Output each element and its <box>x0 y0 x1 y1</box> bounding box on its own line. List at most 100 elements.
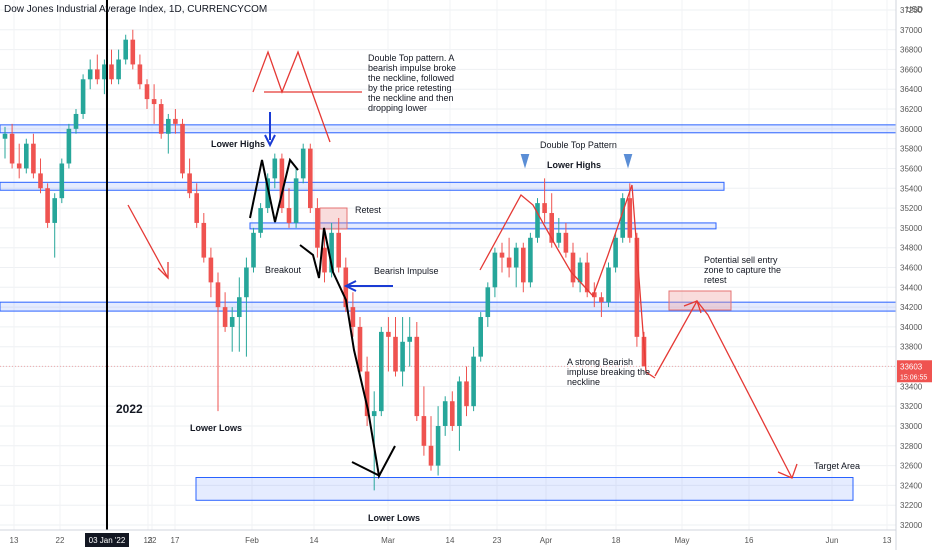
candle-body <box>31 143 36 174</box>
double-top-note-line: the neckline and then <box>368 93 454 103</box>
y-tick-label: 35200 <box>900 204 923 213</box>
candle-body <box>38 173 43 189</box>
year-label: 2022 <box>116 402 143 416</box>
target-area-label: Target Area <box>814 461 860 471</box>
candle-body <box>265 178 270 209</box>
candle-body <box>357 326 363 372</box>
candle-body <box>506 257 512 268</box>
double-top-sketch <box>252 50 331 143</box>
x-tick-label: 13 <box>144 536 153 545</box>
sell-zone-note-line: retest <box>704 275 727 285</box>
y-tick-label: 32200 <box>900 501 923 510</box>
x-tick-label: May <box>674 536 689 545</box>
x-tick-label: 22 <box>56 536 65 545</box>
candle-body <box>308 148 313 209</box>
candle-body <box>102 64 107 80</box>
last-price-countdown: 15:06:55 <box>900 374 927 381</box>
candle-body <box>350 307 356 327</box>
candle-body <box>166 118 171 134</box>
candle-body <box>258 208 263 233</box>
zone-retest-35000 <box>249 222 717 230</box>
crosshair-date-label: 03 Jan '22 <box>89 536 126 545</box>
zone-resistance-36000 <box>0 124 897 134</box>
candle-body <box>386 331 391 337</box>
retest-box <box>319 207 348 230</box>
candle-body <box>499 252 505 258</box>
candle-body <box>73 113 79 129</box>
x-tick-label: Jun <box>826 536 839 545</box>
candle-body <box>286 208 292 223</box>
candle-body <box>393 336 398 372</box>
y-tick-label: 36400 <box>900 85 923 94</box>
candle-body <box>478 317 483 357</box>
x-tick-label: 13 <box>10 536 19 545</box>
y-tick-label: 34600 <box>900 264 923 273</box>
candle-body <box>336 232 341 268</box>
candle-body <box>421 416 427 446</box>
candle-body <box>229 317 235 327</box>
candle-body <box>627 198 633 238</box>
zigzag-lower-highs <box>249 157 299 223</box>
bearish-impulse-label: Bearish Impulse <box>374 266 439 276</box>
candle-body <box>251 232 256 268</box>
candle-body <box>471 356 476 407</box>
candle-body <box>542 203 547 214</box>
y-tick-label: 33200 <box>900 402 923 411</box>
candle-body <box>322 247 327 273</box>
candle-body <box>606 267 611 303</box>
candles-layer <box>2 29 647 491</box>
candle-body <box>80 79 86 114</box>
x-tick-label: 18 <box>612 536 621 545</box>
candle-body <box>66 128 72 164</box>
last-price-tag <box>897 360 932 383</box>
x-tick-label: 22 <box>148 536 157 545</box>
candle-body <box>24 143 29 169</box>
candle-body <box>123 39 128 60</box>
lower-highs-left-label: Lower Highs <box>211 139 265 149</box>
candle-body <box>549 213 554 243</box>
double-top-note-line: by the price retesting <box>368 83 452 93</box>
strong-bearish-note-line: impluse breaking the <box>567 367 650 377</box>
y-tick-label: 32600 <box>900 462 923 471</box>
breakout-label: Breakout <box>265 265 302 275</box>
y-tick-label: 33800 <box>900 343 923 352</box>
down-arrow-left-head <box>157 262 169 280</box>
candle-body <box>450 401 455 426</box>
candle-body <box>244 267 249 298</box>
candle-body <box>577 262 583 283</box>
candle-body <box>513 247 519 268</box>
strong-bearish-note-line: A strong Bearish <box>567 357 633 367</box>
candle-body <box>45 188 50 223</box>
bearish-impulse-arrow-icon <box>343 280 393 292</box>
y-tick-label: 36600 <box>900 65 923 74</box>
y-tick-label: 35600 <box>900 164 923 173</box>
candle-body <box>563 232 569 253</box>
candle-body <box>485 287 491 318</box>
lower-high-arrow-icon <box>264 112 276 148</box>
down-arrow-left <box>127 204 169 279</box>
double-top-left-arrow-icon <box>520 154 530 169</box>
candle-body <box>407 336 412 342</box>
candle-body <box>379 331 384 412</box>
candle-body <box>300 148 306 179</box>
strong-bearish-note-line: neckline <box>567 377 600 387</box>
x-tick-label: 13 <box>883 536 892 545</box>
candle-body <box>16 163 22 169</box>
candle-body <box>315 208 320 248</box>
candle-body <box>222 307 228 327</box>
y-tick-label: 36200 <box>900 105 923 114</box>
y-tick-label: 37000 <box>900 26 923 35</box>
y-tick-label: 34200 <box>900 303 923 312</box>
x-tick-label: Apr <box>540 536 553 545</box>
candle-body <box>592 292 597 298</box>
candle-body <box>272 158 278 179</box>
price-currency-label: USD <box>906 5 923 14</box>
candle-body <box>400 341 405 372</box>
candle-body <box>158 104 164 134</box>
zones-layer <box>0 124 897 501</box>
zone-neckline-35450 <box>0 181 725 191</box>
y-tick-label: 33400 <box>900 382 923 391</box>
candle-body <box>428 445 434 466</box>
y-tick-label: 35000 <box>900 224 923 233</box>
